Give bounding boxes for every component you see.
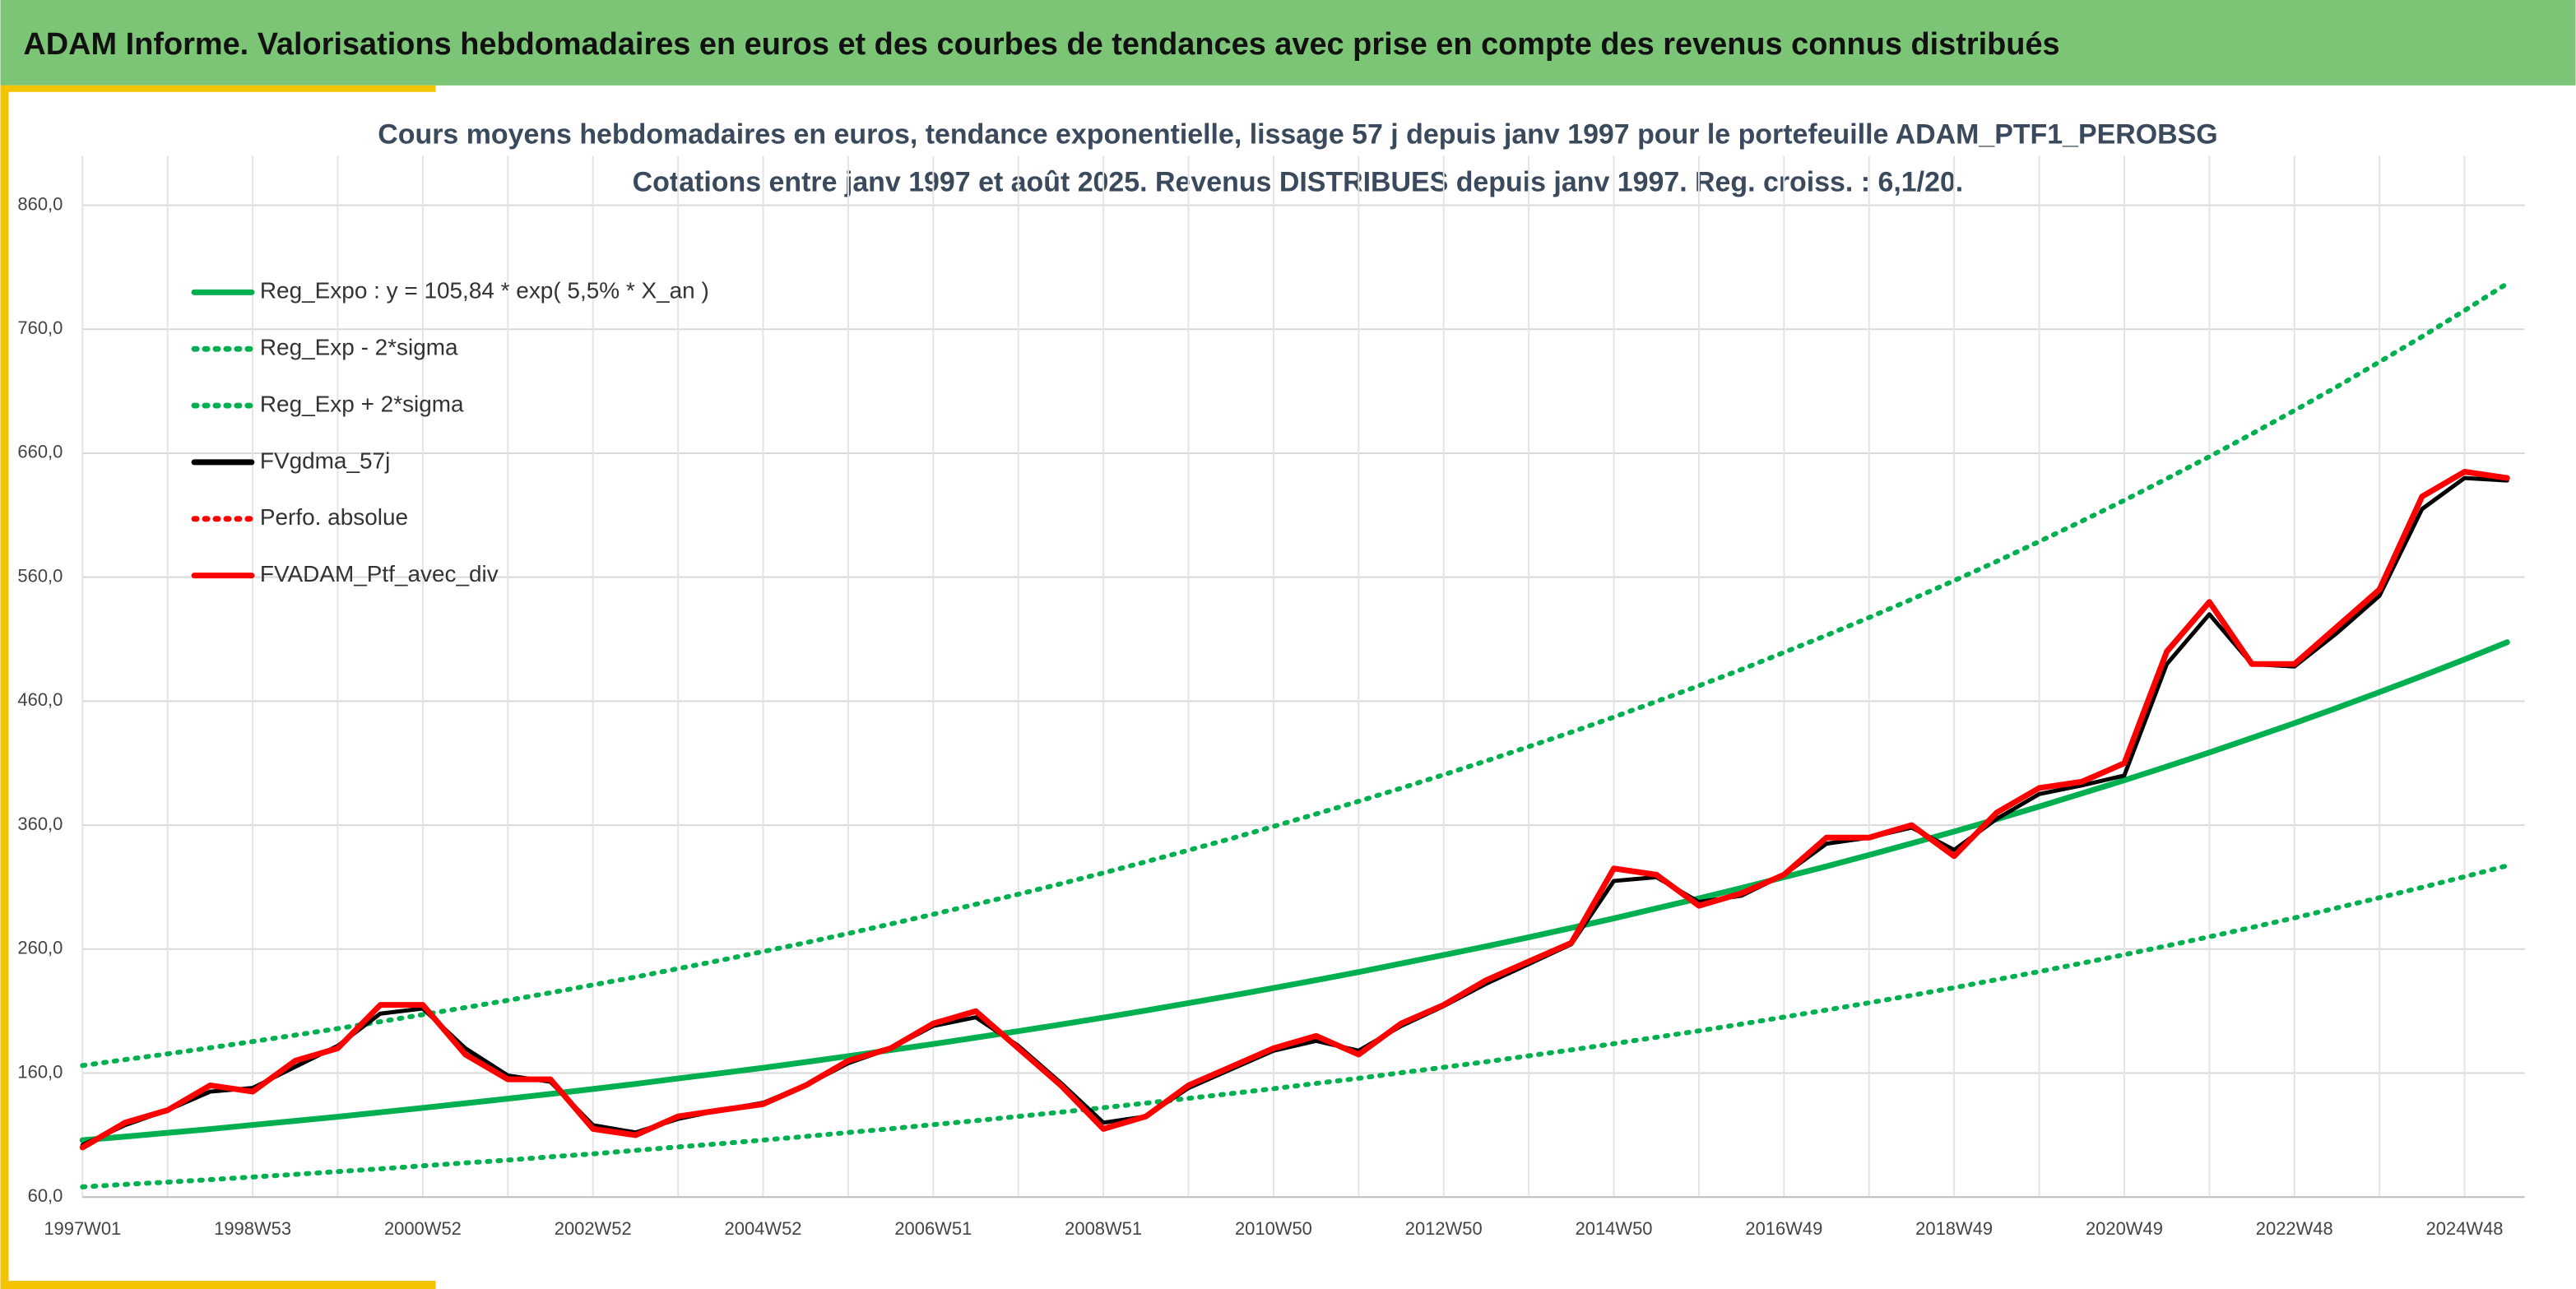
legend-label: Reg_Exp - 2*sigma [260, 335, 458, 360]
x-tick-label: 2010W50 [1235, 1218, 1312, 1239]
x-tick-label: 2024W48 [2426, 1218, 2504, 1239]
legend-label: FVADAM_Ptf_avec_div [260, 561, 499, 587]
x-tick-label: 2012W50 [1405, 1218, 1483, 1239]
legend-label: Reg_Exp + 2*sigma [260, 391, 464, 416]
x-tick-label: 2022W48 [2256, 1218, 2333, 1239]
x-tick-label: 1998W53 [214, 1218, 291, 1239]
accent [0, 85, 9, 1289]
x-tick-label: 2018W49 [1915, 1218, 1993, 1239]
legend-label: Perfo. absolue [260, 504, 408, 530]
x-tick-label: 2020W49 [2086, 1218, 2163, 1239]
y-tick-label: 560,0 [17, 565, 63, 586]
legend-label: Reg_Expo : y = 105,84 * exp( 5,5% * X_an… [260, 278, 709, 304]
series-line [80, 281, 2510, 1069]
x-tick-label: 2000W52 [384, 1218, 462, 1239]
header-bar [0, 0, 2576, 86]
series-line [80, 475, 2509, 1148]
series-line [80, 863, 2510, 1189]
chart-subtitle: Cotations entre janv 1997 et août 2025. … [633, 167, 1964, 198]
x-tick-label: 2016W49 [1745, 1218, 1822, 1239]
chart-title: Cours moyens hebdomadaires en euros, ten… [378, 119, 2217, 151]
y-tick-label: 360,0 [17, 814, 63, 834]
series-line [79, 639, 2510, 1143]
accent [0, 1281, 436, 1289]
x-tick-label: 1997W01 [44, 1218, 121, 1239]
y-tick-label: 460,0 [17, 689, 63, 710]
y-tick-label: 60,0 [28, 1185, 63, 1206]
series-line [79, 469, 2510, 1151]
x-tick-label: 2006W51 [894, 1218, 972, 1239]
y-tick-label: 160,0 [17, 1061, 63, 1082]
y-tick-label: 260,0 [17, 938, 63, 958]
y-tick-label: 760,0 [17, 318, 63, 338]
x-tick-label: 2002W52 [555, 1218, 632, 1239]
x-tick-label: 2008W51 [1065, 1218, 1142, 1239]
header-title: ADAM Informe. Valorisations hebdomadaire… [23, 27, 2059, 62]
legend-label: FVgdma_57j [260, 447, 390, 473]
x-tick-label: 2004W52 [725, 1218, 802, 1239]
x-tick-label: 2014W50 [1576, 1218, 1653, 1239]
y-tick-label: 860,0 [17, 193, 63, 214]
accent [0, 85, 436, 92]
y-tick-label: 660,0 [17, 442, 63, 462]
